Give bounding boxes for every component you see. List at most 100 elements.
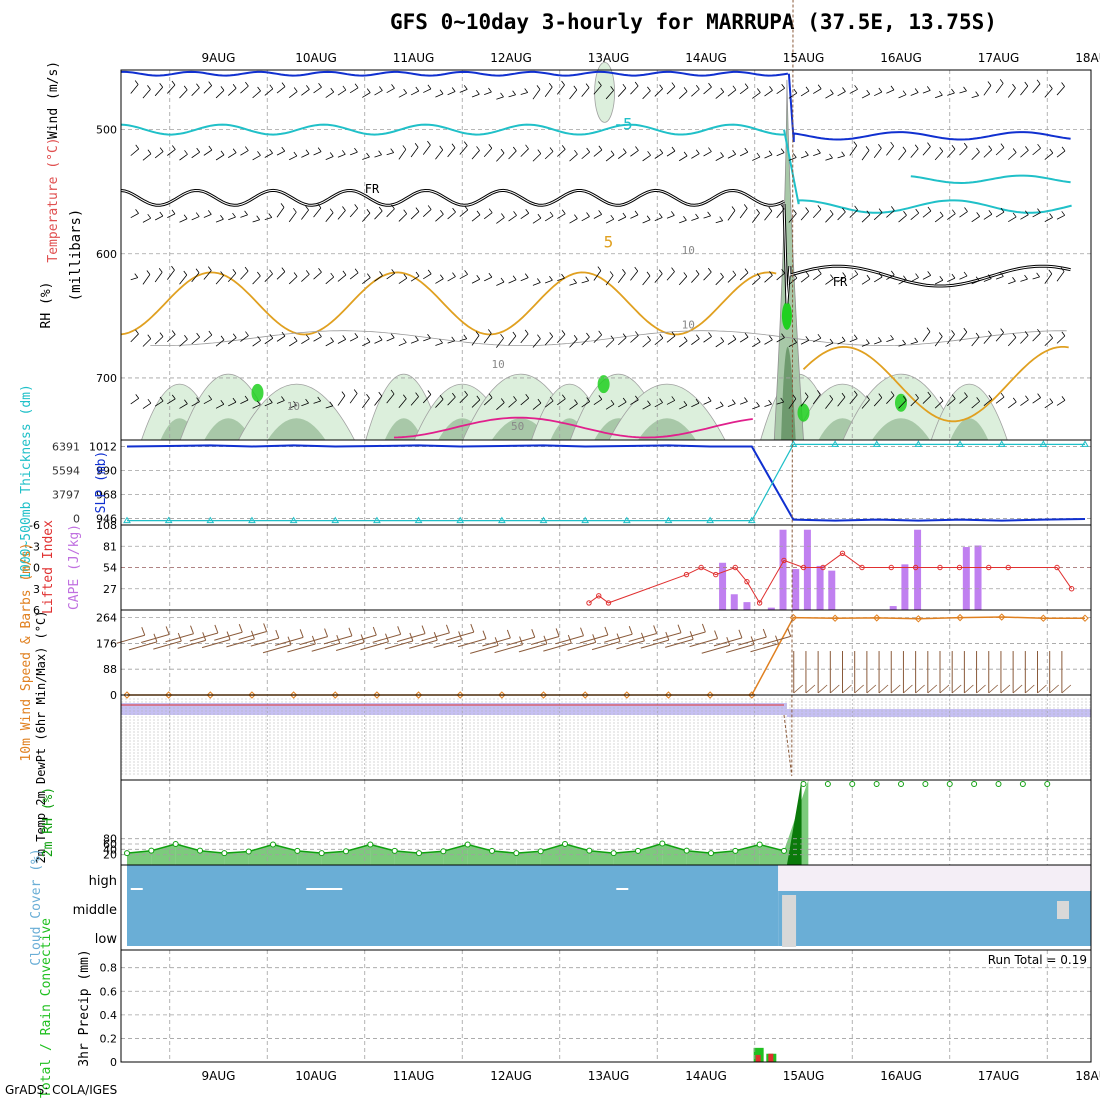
wind-barb xyxy=(191,272,200,283)
wind-barb xyxy=(1032,332,1041,342)
wind-barb xyxy=(683,272,688,277)
lifted-index-point xyxy=(1054,564,1060,571)
wind-barb xyxy=(1032,212,1041,218)
wind-barb xyxy=(727,403,736,407)
wind-barb xyxy=(557,277,565,282)
wind-barb xyxy=(569,218,578,224)
ytick-label: 3 xyxy=(33,583,40,596)
rh2m-point xyxy=(781,847,787,854)
wind-barb xyxy=(240,150,249,156)
wind-barb xyxy=(415,207,420,212)
wind-barb xyxy=(910,212,919,221)
wind-barb xyxy=(179,403,188,409)
wind-barb xyxy=(264,217,272,220)
wind-barb xyxy=(873,147,882,158)
wind-barb xyxy=(678,91,688,99)
wind-barb-10m xyxy=(165,633,194,643)
wind-barb xyxy=(581,87,590,97)
wind-barb xyxy=(1032,276,1040,280)
wind-barb xyxy=(301,209,309,220)
wind-barb-10m xyxy=(713,637,743,647)
xtick-label-top: 15AUG xyxy=(783,51,825,65)
wind-barb xyxy=(983,213,993,220)
wind-barb xyxy=(195,268,200,274)
wind-barb xyxy=(825,157,833,161)
wind-barb xyxy=(800,211,809,221)
wind-barb xyxy=(752,92,761,99)
wind-barb xyxy=(232,212,236,218)
wind-barb xyxy=(971,336,980,347)
wind-barb-10m xyxy=(555,628,560,637)
wind-barb xyxy=(622,269,626,274)
wind-barb-10m xyxy=(677,631,706,641)
wind-barb xyxy=(837,340,846,345)
wind-barb-10m xyxy=(165,626,170,635)
lifted-index-point xyxy=(820,564,826,571)
wind-barb xyxy=(390,333,395,338)
wind-barb xyxy=(415,336,419,341)
wind-barb xyxy=(866,274,871,280)
wind-barb xyxy=(703,271,712,281)
wind-barb xyxy=(573,334,578,340)
wind10m-marker xyxy=(873,614,881,622)
wind-barb xyxy=(256,400,261,406)
wind-barb xyxy=(910,92,919,96)
ylabel-cloud: Cloud Cover (%) xyxy=(29,848,44,965)
wind-barb xyxy=(410,147,419,158)
wind-barb xyxy=(666,86,676,95)
wind-barb-10m xyxy=(140,633,170,643)
rh2m-point xyxy=(849,781,856,787)
contour-label: 50 xyxy=(511,420,524,433)
wind-barb xyxy=(878,272,883,278)
wind-barb xyxy=(269,84,274,90)
wind-barb xyxy=(451,143,456,149)
wind-barb xyxy=(293,272,298,277)
wind-barb xyxy=(618,152,627,159)
wind-barb xyxy=(878,208,883,213)
wind-barb xyxy=(435,93,444,98)
wind-barb xyxy=(354,268,359,274)
wind-barb xyxy=(147,149,152,154)
ylabel-cape: CAPE (J/kg) xyxy=(67,524,82,610)
wind-barb xyxy=(476,275,481,280)
wind-barb xyxy=(744,397,748,402)
wind-barb xyxy=(452,272,456,277)
wind-barb xyxy=(800,154,809,159)
wind-barb xyxy=(288,340,298,347)
wind-barb xyxy=(817,333,822,339)
wind-barb xyxy=(703,336,712,343)
wind-barb xyxy=(951,394,956,399)
wind-barb xyxy=(849,273,859,280)
wind-barb xyxy=(483,148,493,158)
wind-barb xyxy=(886,145,894,156)
wind-barb-10m xyxy=(177,632,182,642)
wind-barb xyxy=(696,334,700,339)
wind-barb xyxy=(483,397,493,406)
ytick-label: 0 xyxy=(110,689,117,702)
wind-barb xyxy=(914,88,919,93)
wind-barb xyxy=(313,336,322,342)
wind-barb xyxy=(142,89,151,99)
wind-barb xyxy=(780,397,785,403)
wind-barb xyxy=(525,144,529,150)
credit: GrADS: COLA/IGES xyxy=(5,1083,118,1097)
lifted-index-point xyxy=(888,564,894,571)
wind-barb xyxy=(719,401,724,407)
wind-barb xyxy=(264,152,273,158)
wind-barb xyxy=(793,88,798,94)
wind-barb xyxy=(471,150,480,160)
wind-barb xyxy=(232,84,237,89)
wind-barb-10m xyxy=(762,635,791,645)
contour-label: 5 xyxy=(604,233,614,252)
wind-barb xyxy=(146,270,151,275)
wind-barb xyxy=(557,334,566,344)
thickness-marker xyxy=(872,440,881,447)
wind-barb xyxy=(756,88,761,93)
wind-barb-10m xyxy=(385,633,389,642)
wind-barb-10m xyxy=(964,684,974,694)
wind-barb-10m xyxy=(665,631,670,641)
wind-barb xyxy=(264,273,273,282)
wind-barb xyxy=(1012,212,1017,218)
xtick-label-bottom: 10AUG xyxy=(295,1069,337,1083)
